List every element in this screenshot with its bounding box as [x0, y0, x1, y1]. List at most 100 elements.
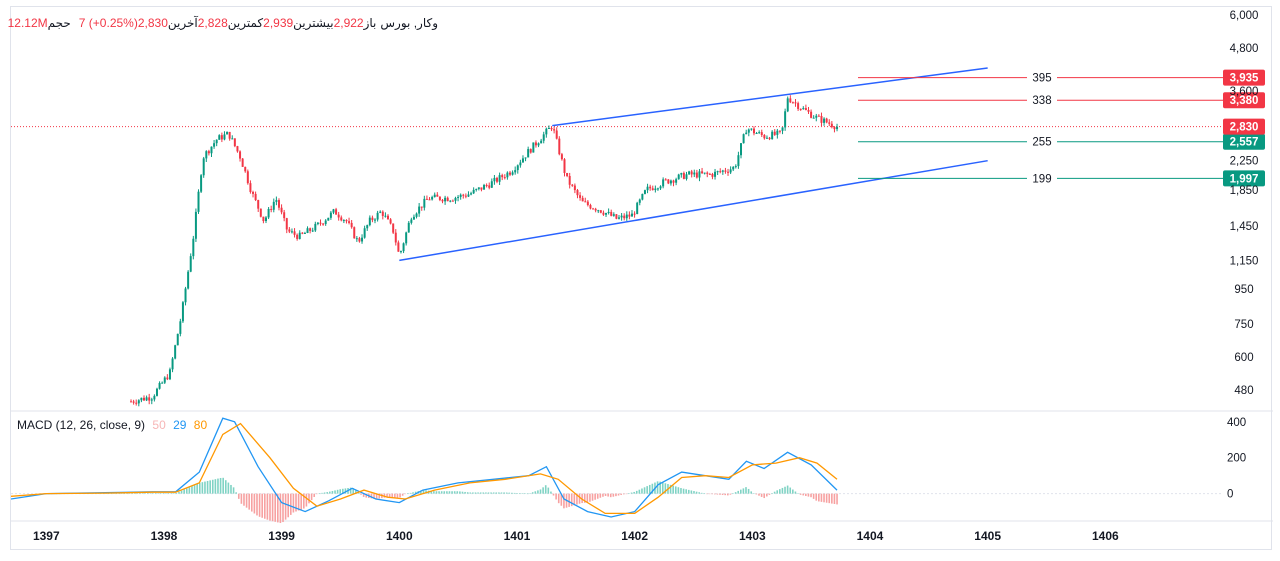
candle-body [688, 171, 691, 175]
candle-body [817, 115, 820, 117]
candle-body [786, 98, 789, 112]
candle-body [353, 227, 356, 239]
candle-body [412, 216, 415, 220]
axes: 6,000 4,800 3,600 2,250 1,850 1,450 1,150 950 75… [33, 10, 1258, 543]
candle-body [646, 186, 649, 191]
macd-hist-bar [573, 493, 576, 506]
candle-body [158, 382, 161, 389]
candle-body [189, 256, 192, 272]
candle-body [568, 175, 571, 185]
macd-line [11, 417, 838, 518]
channel-lower-line[interactable] [399, 159, 988, 262]
macd-hist-bar [185, 488, 188, 494]
macd-hist-bar [300, 493, 303, 510]
macd-hist-bar [825, 493, 828, 503]
macd-hist-bar [521, 493, 524, 494]
candle-body [337, 214, 340, 218]
candle-body [298, 232, 301, 239]
candle-body [618, 217, 621, 219]
level-price-label: 2,557 [1230, 137, 1259, 149]
candle-body [527, 149, 530, 158]
candle-body [677, 174, 680, 180]
candle-body [194, 211, 197, 239]
candle-body [566, 172, 569, 176]
candle-body [148, 397, 151, 401]
candle-body [288, 229, 291, 232]
macd-hist-bar [284, 493, 287, 520]
candle-body [641, 193, 644, 200]
close-value: 2,830 [137, 16, 168, 30]
candle-body [727, 171, 730, 173]
candle-body [508, 172, 511, 175]
macd-hist-bar [459, 491, 461, 494]
symbol-name[interactable]: وکار, بورس [380, 16, 438, 30]
candle-body [763, 134, 766, 139]
macd-hist-bar [656, 481, 659, 494]
macd-hist-bar [815, 493, 818, 501]
candle-body [612, 214, 615, 216]
macd-hist-bar [128, 493, 131, 494]
candle-body [166, 377, 169, 380]
candle-body [516, 165, 519, 171]
macd-hist-bar [209, 480, 211, 494]
candle-body [358, 238, 361, 242]
candle-body [379, 211, 382, 213]
macd-hist-bar [734, 492, 737, 494]
macd-hist-bar [807, 493, 810, 497]
macd-hist-bar [277, 493, 279, 523]
macd-hist-bar [123, 493, 126, 494]
candle-body [384, 215, 387, 217]
macd-param-2: 29 [173, 418, 187, 432]
macd-hist-bar [482, 492, 485, 494]
candle-body [752, 128, 755, 134]
macd-hist-bar [235, 492, 237, 494]
macd-hist-bar [456, 491, 459, 494]
macd-hist-bar [664, 483, 667, 494]
candle-body [586, 201, 589, 206]
macd-hist-bar [479, 492, 482, 494]
candle-body [605, 212, 608, 215]
macd-hist-bar [544, 485, 547, 494]
level-price-tag [1223, 170, 1265, 187]
macd-legend[interactable]: MACD (12, 26, close, 9) 50 29 80 [17, 418, 211, 432]
macd-hist-bar [409, 492, 412, 494]
macd-hist-bar [700, 492, 703, 494]
macd-hist-bar [464, 491, 466, 494]
macd-hist-bar [781, 487, 784, 494]
macd-hist-bar [591, 493, 594, 501]
macd-hist-bar [217, 478, 219, 494]
macd-hist-bar [211, 479, 214, 494]
candle-body [534, 142, 537, 146]
macd-hist-bar [378, 493, 381, 499]
candle-body [804, 108, 807, 111]
candle-body [389, 219, 392, 224]
trend-channel[interactable] [399, 67, 988, 262]
candle-body [555, 130, 558, 139]
price-axis-tick: 4,800 [1230, 43, 1259, 55]
macd-hist-bar [786, 485, 789, 494]
candle-body [425, 198, 428, 200]
channel-upper-line[interactable] [552, 67, 988, 127]
macd-hist-bar [159, 493, 162, 494]
candle-body [776, 130, 779, 135]
chart-canvas[interactable]: 395 3,935 338 3,380 255 2,557 199 1,997 2,830 6,… [11, 7, 1273, 551]
candle-body [610, 211, 613, 216]
low-value: 2,828 [197, 16, 228, 30]
macd-hist-bar [430, 490, 433, 494]
candle-body [309, 228, 312, 231]
macd-hist-bar [599, 493, 602, 498]
level-count: 255 [1032, 137, 1051, 149]
macd-hist-bar [191, 486, 193, 494]
candle-body [285, 218, 288, 230]
candle-body [270, 208, 273, 210]
candle-body [708, 173, 711, 175]
price-levels[interactable]: 395 3,935 338 3,380 255 2,557 199 1,997 2,830 [858, 69, 1265, 187]
macd-hist-bar [391, 493, 394, 498]
macd-param-1: 50 [152, 418, 166, 432]
macd-hist-bar [420, 490, 422, 494]
candle-body [620, 215, 623, 218]
candle-body [451, 200, 454, 202]
candle-body [327, 217, 330, 221]
candle-body [659, 186, 662, 189]
macd-hist-bar [282, 493, 284, 523]
